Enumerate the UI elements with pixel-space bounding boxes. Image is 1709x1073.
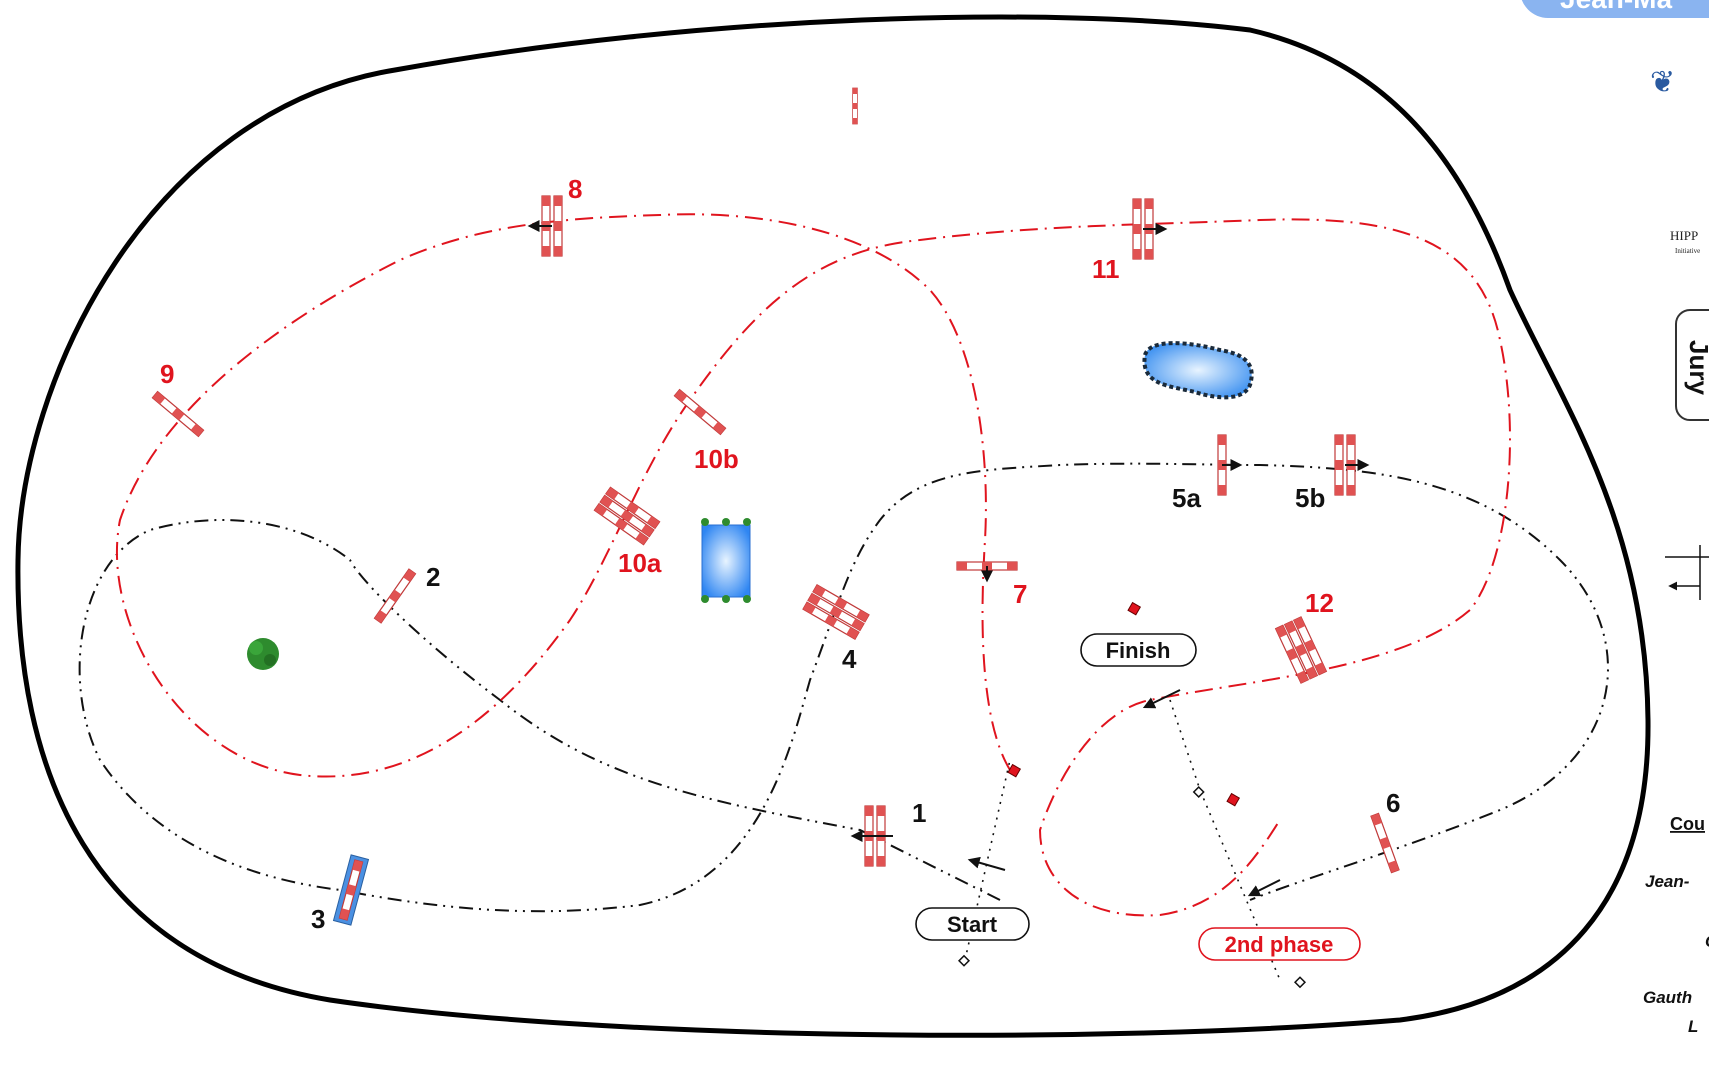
second-phase-track bbox=[115, 213, 1511, 917]
timer-marker bbox=[1192, 785, 1205, 799]
course-label: Cou bbox=[1670, 814, 1705, 834]
flag-red-1 bbox=[1007, 763, 1022, 778]
finish-arrow bbox=[1142, 689, 1181, 709]
designer-4: L bbox=[1688, 1017, 1698, 1036]
fence-7 bbox=[956, 561, 1018, 583]
first-phase-track bbox=[78, 462, 1609, 913]
fence-10a-label: 10a bbox=[618, 548, 662, 578]
fence-10a bbox=[594, 487, 659, 544]
fence-12 bbox=[1276, 617, 1327, 683]
fence-11 bbox=[1133, 199, 1168, 259]
finish-pill: Finish bbox=[1080, 633, 1197, 667]
fence-10b-label: 10b bbox=[694, 444, 739, 474]
header-tab-text: Jean-Ma bbox=[1560, 0, 1672, 14]
start-marker bbox=[957, 954, 971, 967]
fence-2 bbox=[373, 568, 417, 624]
phase-arrow bbox=[1247, 879, 1281, 897]
fence-11-label: 11 bbox=[1092, 254, 1120, 284]
second-phase-pill: 2nd phase bbox=[1198, 927, 1361, 961]
flag-red-3 bbox=[1127, 601, 1142, 616]
fence-1 bbox=[850, 806, 893, 866]
second-phase-text: 2nd phase bbox=[1225, 932, 1334, 957]
start-text: Start bbox=[947, 912, 998, 937]
fence-6 bbox=[1370, 812, 1400, 874]
designer-1: Jean- bbox=[1645, 872, 1690, 891]
sidebar: ❦ HIPP Initiative Jury Cou Jean- C Gauth… bbox=[1643, 65, 1709, 1036]
fence-12-label: 12 bbox=[1305, 588, 1334, 618]
fence-4 bbox=[803, 585, 869, 639]
fence-3 bbox=[332, 854, 370, 926]
sponsor-name: HIPP bbox=[1670, 228, 1698, 243]
fence-6-label: 6 bbox=[1386, 788, 1400, 818]
logo-icon: ❦ bbox=[1650, 65, 1675, 100]
fence-8 bbox=[527, 196, 562, 256]
fence-5a-label: 5a bbox=[1172, 483, 1201, 513]
finish-line bbox=[1169, 699, 1281, 981]
start-pill: Start bbox=[915, 907, 1030, 941]
fence-2-label: 2 bbox=[426, 562, 440, 592]
fence-9 bbox=[151, 391, 205, 437]
fence-9-label: 9 bbox=[160, 359, 174, 389]
fence-1-label: 1 bbox=[912, 798, 926, 828]
designer-3: Gauth bbox=[1643, 988, 1692, 1007]
tree bbox=[247, 638, 279, 670]
fence-3-label: 3 bbox=[311, 904, 325, 934]
finish-text: Finish bbox=[1106, 638, 1171, 663]
water-tray bbox=[701, 518, 751, 603]
jury-tab: Jury bbox=[1675, 309, 1709, 421]
designer-2: C bbox=[1705, 932, 1709, 951]
fence-5a bbox=[1217, 434, 1243, 496]
practice-fence bbox=[852, 87, 858, 125]
fence-7-label: 7 bbox=[1013, 579, 1027, 609]
pond bbox=[1142, 341, 1254, 400]
start-arrow bbox=[967, 856, 1006, 871]
sponsor-subtitle: Initiative bbox=[1675, 247, 1700, 255]
second-phase-marker bbox=[1293, 976, 1307, 989]
jury-text: Jury bbox=[1684, 340, 1709, 395]
header-tab: Jean-Ma bbox=[1521, 0, 1709, 18]
fence-5b-label: 5b bbox=[1295, 483, 1325, 513]
fence-4-label: 4 bbox=[842, 644, 857, 674]
flag-red-2 bbox=[1226, 792, 1241, 807]
fence-8-label: 8 bbox=[568, 174, 582, 204]
fence-5b bbox=[1335, 435, 1370, 495]
arena-outline bbox=[15, 14, 1651, 1038]
